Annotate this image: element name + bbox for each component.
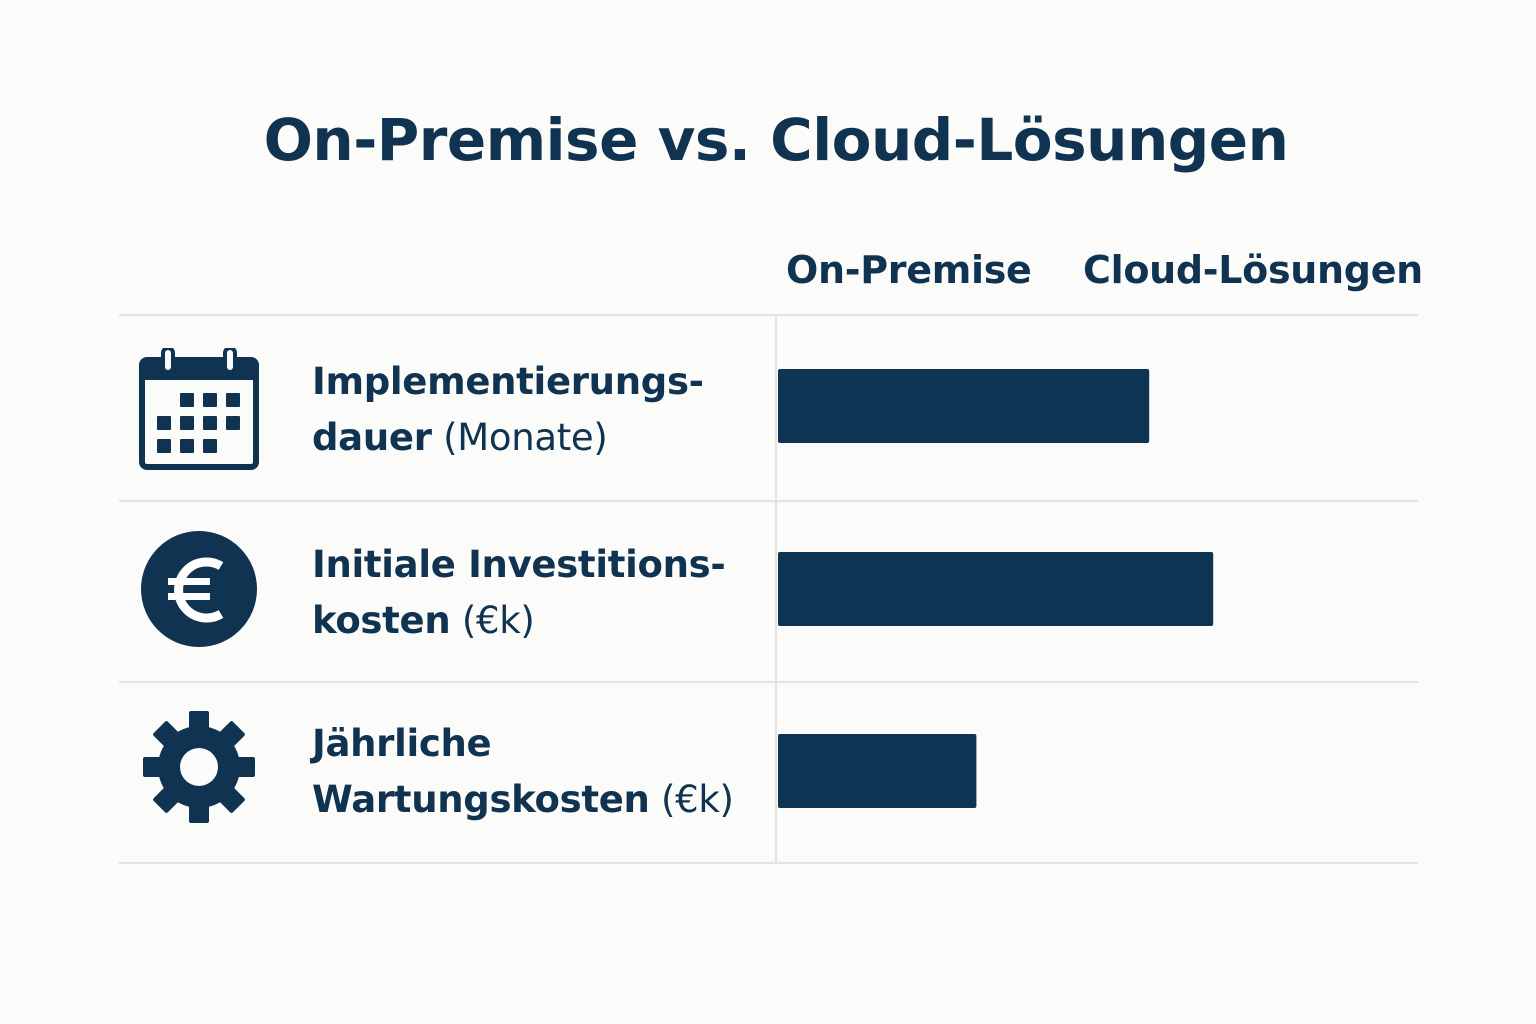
row-label-line1: Initiale Investitions- [312, 543, 726, 586]
bar-row-2 [778, 552, 1214, 626]
bar-row-1 [778, 369, 1150, 443]
row-label-maintenance: Jährliche Wartungskosten (€k) [312, 716, 762, 828]
row-label-main: kosten [312, 599, 451, 642]
row-label-unit: (€k) [461, 599, 535, 642]
row-label-line1: Jährliche [312, 722, 492, 765]
row-label-investment: Initiale Investitions- kosten (€k) [312, 537, 762, 649]
row-label-main: Wartungskosten [312, 778, 650, 821]
row-label-unit: (Monate) [443, 416, 608, 459]
column-header-on-premise: On-Premise [786, 248, 1032, 292]
gear-icon [143, 711, 255, 823]
row-label-main: dauer [312, 416, 432, 459]
calendar-icon [139, 348, 259, 470]
chart-title: On-Premise vs. Cloud-Lösungen [263, 106, 1289, 174]
table-divider-vertical [775, 316, 777, 864]
bar-row-3 [778, 734, 977, 808]
table-divider-bottom [119, 862, 1418, 864]
table-divider-row-1 [119, 500, 1418, 502]
euro-coin-icon [141, 531, 257, 647]
row-label-line1: Implementierungs- [312, 360, 704, 403]
row-label-implementation: Implementierungs- dauer (Monate) [312, 354, 762, 466]
table-divider-top [119, 314, 1418, 316]
row-label-unit: (€k) [661, 778, 734, 821]
table-divider-row-2 [119, 681, 1418, 683]
column-header-cloud: Cloud-Lösungen [1083, 248, 1423, 292]
